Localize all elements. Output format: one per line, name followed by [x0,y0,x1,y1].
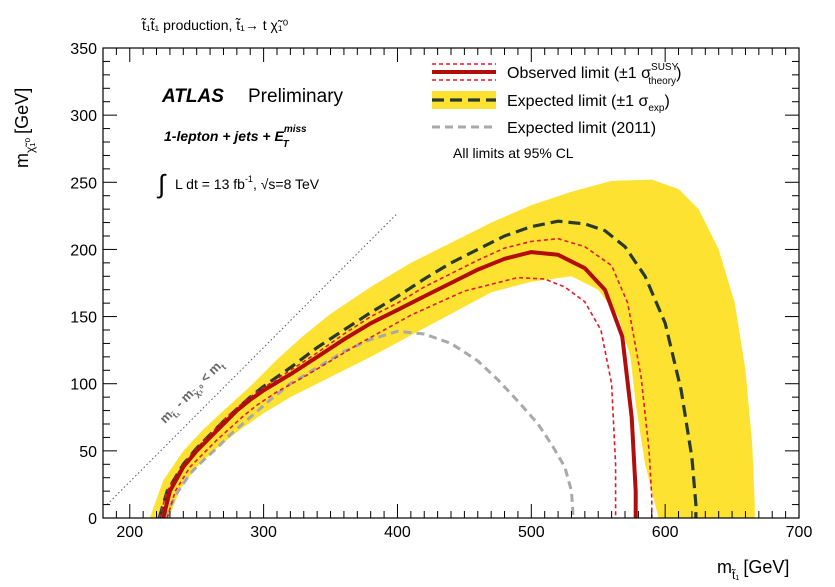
svg-text:mχ̃₁⁰[GeV]: mχ̃₁⁰ [GeV] [12,88,37,168]
channel-label: 1-lepton + jets + Emiss T [164,124,307,150]
legend-observed-sup: SUSY [651,62,679,73]
y-axis-label: mχ̃₁⁰ [GeV] [12,88,37,168]
kinematic-diagonal-line [106,212,398,505]
svg-text:mt̃₁[GeV]: mt̃₁ [GeV] [717,557,789,582]
observed-theory-up-curve [158,237,653,519]
legend-entry-expected-2011: Expected limit (2011) [432,120,656,137]
y-tick-label: 200 [70,242,97,259]
legend-label-observed: Observed limit (±1 σSUSY theory) [507,62,681,87]
x-axis-label: mt̃₁ [GeV] [717,557,789,582]
x-tick-label: 300 [250,524,277,541]
axes: 200 300 400 500 600 700 0 50 100 150 200 250 300 350 [70,41,812,541]
lumi-label: L dt = 13 fb-1, √s=8 TeV [175,174,320,192]
x-tick-label: 600 [652,524,679,541]
expected-band [149,179,755,518]
cl-note: All limits at 95% CL [453,145,574,161]
integral-sign: ∫ [156,169,167,199]
channel-sup: miss [284,124,307,135]
legend-observed-close: ) [676,65,681,82]
y-axis-label-symbol: m [12,153,32,168]
observed-limit-curve [161,250,638,519]
x-tick-label: 700 [786,524,813,541]
y-axis-label-sub: χ̃₁⁰ [23,138,37,153]
x-tick-label: 400 [384,524,411,541]
limit-curves-layer [106,212,698,519]
preliminary-label: Preliminary [248,86,344,107]
x-axis-label-unit: [GeV] [743,557,789,577]
y-tick-label: 350 [70,41,97,58]
y-tick-label: 100 [70,377,97,394]
legend-label-2011: Expected limit (2011) [507,120,656,137]
x-axis-label-sub: t̃₁ [731,567,740,582]
legend-expected-text: Expected limit (±1 σ [507,93,648,110]
legend: Observed limit (±1 σSUSY theory) Expected… [432,62,681,161]
legend-expected-sub: exp [648,103,665,114]
lumi-prefix: L dt = 13 fb [175,176,245,192]
y-axis-label-unit: [GeV] [12,88,32,134]
channel-main: 1-lepton + jets + E [164,128,284,144]
y-tick-label: 50 [79,444,97,461]
chart-title: t̃₁t̃₁ production, t̃₁→ t χ̃₁⁰ [141,17,289,33]
x-tick-label: 200 [116,524,143,541]
x-axis-label-symbol: m [717,557,732,577]
lumi-sep: , √s=8 TeV [253,176,320,192]
expected-band-layer [149,179,755,518]
legend-entry-expected: Expected limit (±1 σexp) [432,91,670,114]
expected-2011-curve [163,329,575,519]
legend-entry-observed: Observed limit (±1 σSUSY theory) [432,62,681,87]
legend-expected-close: ) [665,93,670,110]
x-tick-label: 500 [518,524,545,541]
legend-observed-text: Observed limit (±1 σ [507,65,651,82]
y-tick-label: 300 [70,108,97,125]
legend-observed-sub: theory [648,76,676,87]
atlas-label: ATLAS [161,86,224,107]
diagonal-sub3: t [219,362,228,371]
observed-theory-down-curve [166,276,617,519]
y-tick-label: 0 [88,511,97,528]
legend-expected-band [432,91,496,109]
legend-label-expected: Expected limit (±1 σexp) [507,93,670,114]
y-tick-label: 150 [70,310,97,327]
y-tick-label: 250 [70,175,97,192]
channel-sub: T [283,139,290,150]
lumi-exp: -1 [245,174,253,184]
